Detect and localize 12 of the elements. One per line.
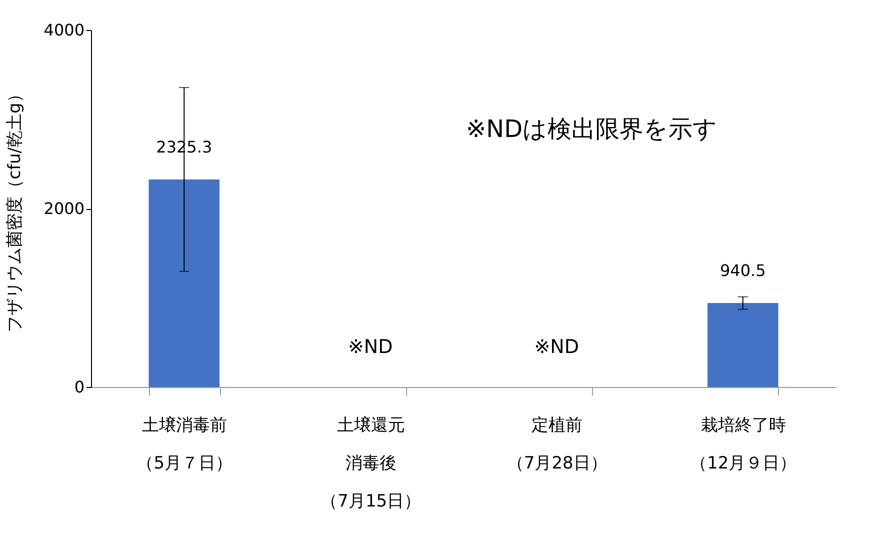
- x-tick-label: 栽培終了時（12月９日）: [690, 416, 797, 474]
- text: ※ND: [534, 336, 580, 358]
- text: ※ND: [348, 336, 393, 358]
- y-tick-label: 4000: [44, 20, 84, 40]
- x-tick-label: 土壌還元消毒後（7月15日）: [320, 416, 422, 512]
- annotation: ※NDは検出限界を示す: [466, 115, 718, 143]
- y-axis-title: フザリウム菌密度（cfu/乾土g）: [4, 86, 25, 332]
- y-tick-label: 0: [74, 378, 84, 396]
- x-tick-label: 定植前（7月28日）: [506, 416, 608, 474]
- x-tick-label: 土壌消毒前（5月７日）: [136, 416, 233, 474]
- data-label: 940.5: [720, 261, 766, 280]
- y-tick-label: 2000: [44, 199, 84, 218]
